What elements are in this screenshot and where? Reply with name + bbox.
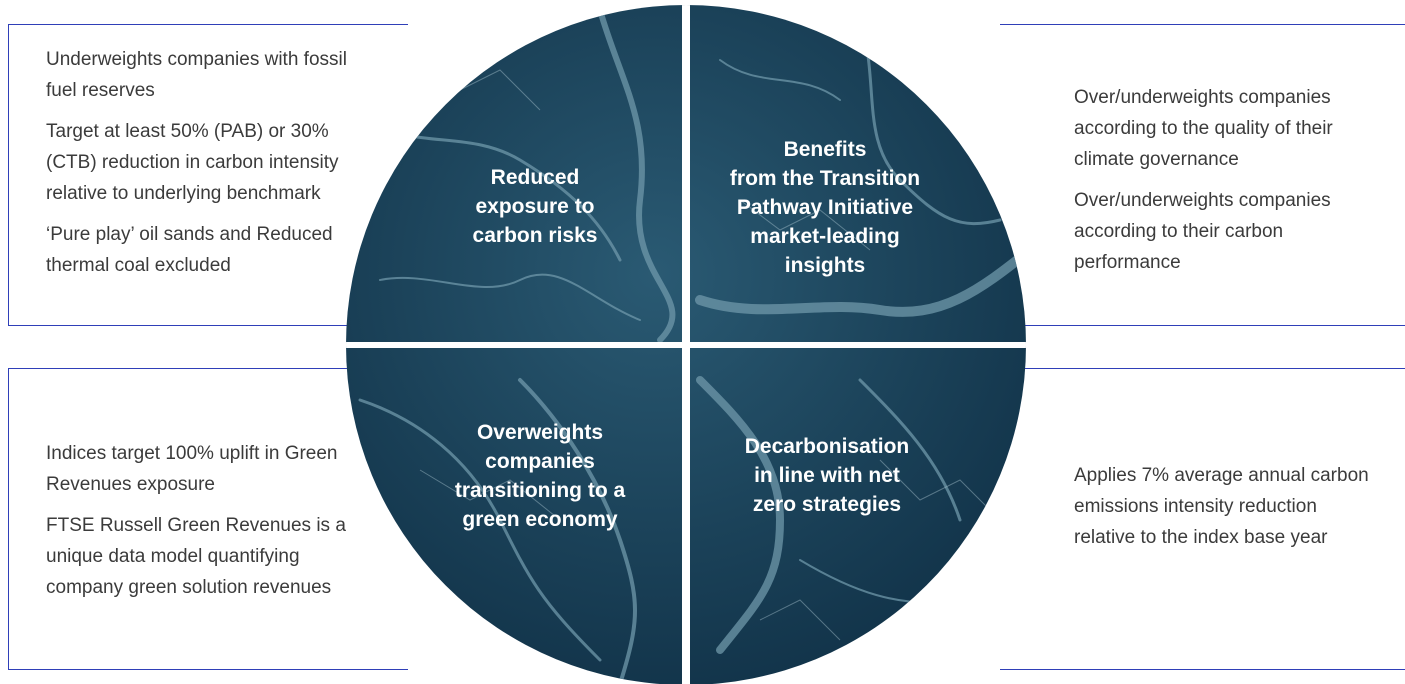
quadrant-label-text: Benefits from the Transition Pathway Ini… xyxy=(729,138,921,277)
panel-item: Over/underweights companies according to… xyxy=(1074,190,1331,273)
quadrant-label-bottom-left: Overweights companies transitioning to a… xyxy=(435,418,645,534)
panel-item: Underweights companies with fossil fuel … xyxy=(46,49,347,101)
panel-item: FTSE Russell Green Revenues is a unique … xyxy=(46,515,346,598)
panel-item: Indices target 100% uplift in Green Reve… xyxy=(46,443,338,495)
panel-frame-top-right xyxy=(1000,24,1405,326)
panel-text-top-right: Over/underweights companies according to… xyxy=(1074,82,1374,288)
panel-text-bottom-left: Indices target 100% uplift in Green Reve… xyxy=(46,438,366,613)
panel-frame-bottom-right xyxy=(1000,368,1405,670)
quadrant-label-text: Reduced exposure to carbon risks xyxy=(472,166,598,247)
panel-item: Applies 7% average annual carbon emissio… xyxy=(1074,465,1369,548)
quadrant-label-top-left: Reduced exposure to carbon risks xyxy=(430,163,640,250)
panel-text-top-left: Underweights companies with fossil fuel … xyxy=(46,44,356,291)
quadrant-label-text: Decarbonisation in line with net zero st… xyxy=(744,435,910,516)
panel-item: Target at least 50% (PAB) or 30% (CTB) r… xyxy=(46,121,339,204)
panel-frame-bottom-left xyxy=(8,368,408,670)
panel-text-bottom-right: Applies 7% average annual carbon emissio… xyxy=(1074,460,1374,563)
quadrant-label-top-right: Benefits from the Transition Pathway Ini… xyxy=(715,135,935,280)
quadrant-label-text: Overweights companies transitioning to a… xyxy=(454,421,626,531)
panel-frame-top-left xyxy=(8,24,408,326)
panel-item: Over/underweights companies according to… xyxy=(1074,87,1333,170)
panel-item: ‘Pure play’ oil sands and Reduced therma… xyxy=(46,224,333,276)
quadrant-label-bottom-right: Decarbonisation in line with net zero st… xyxy=(722,432,932,519)
